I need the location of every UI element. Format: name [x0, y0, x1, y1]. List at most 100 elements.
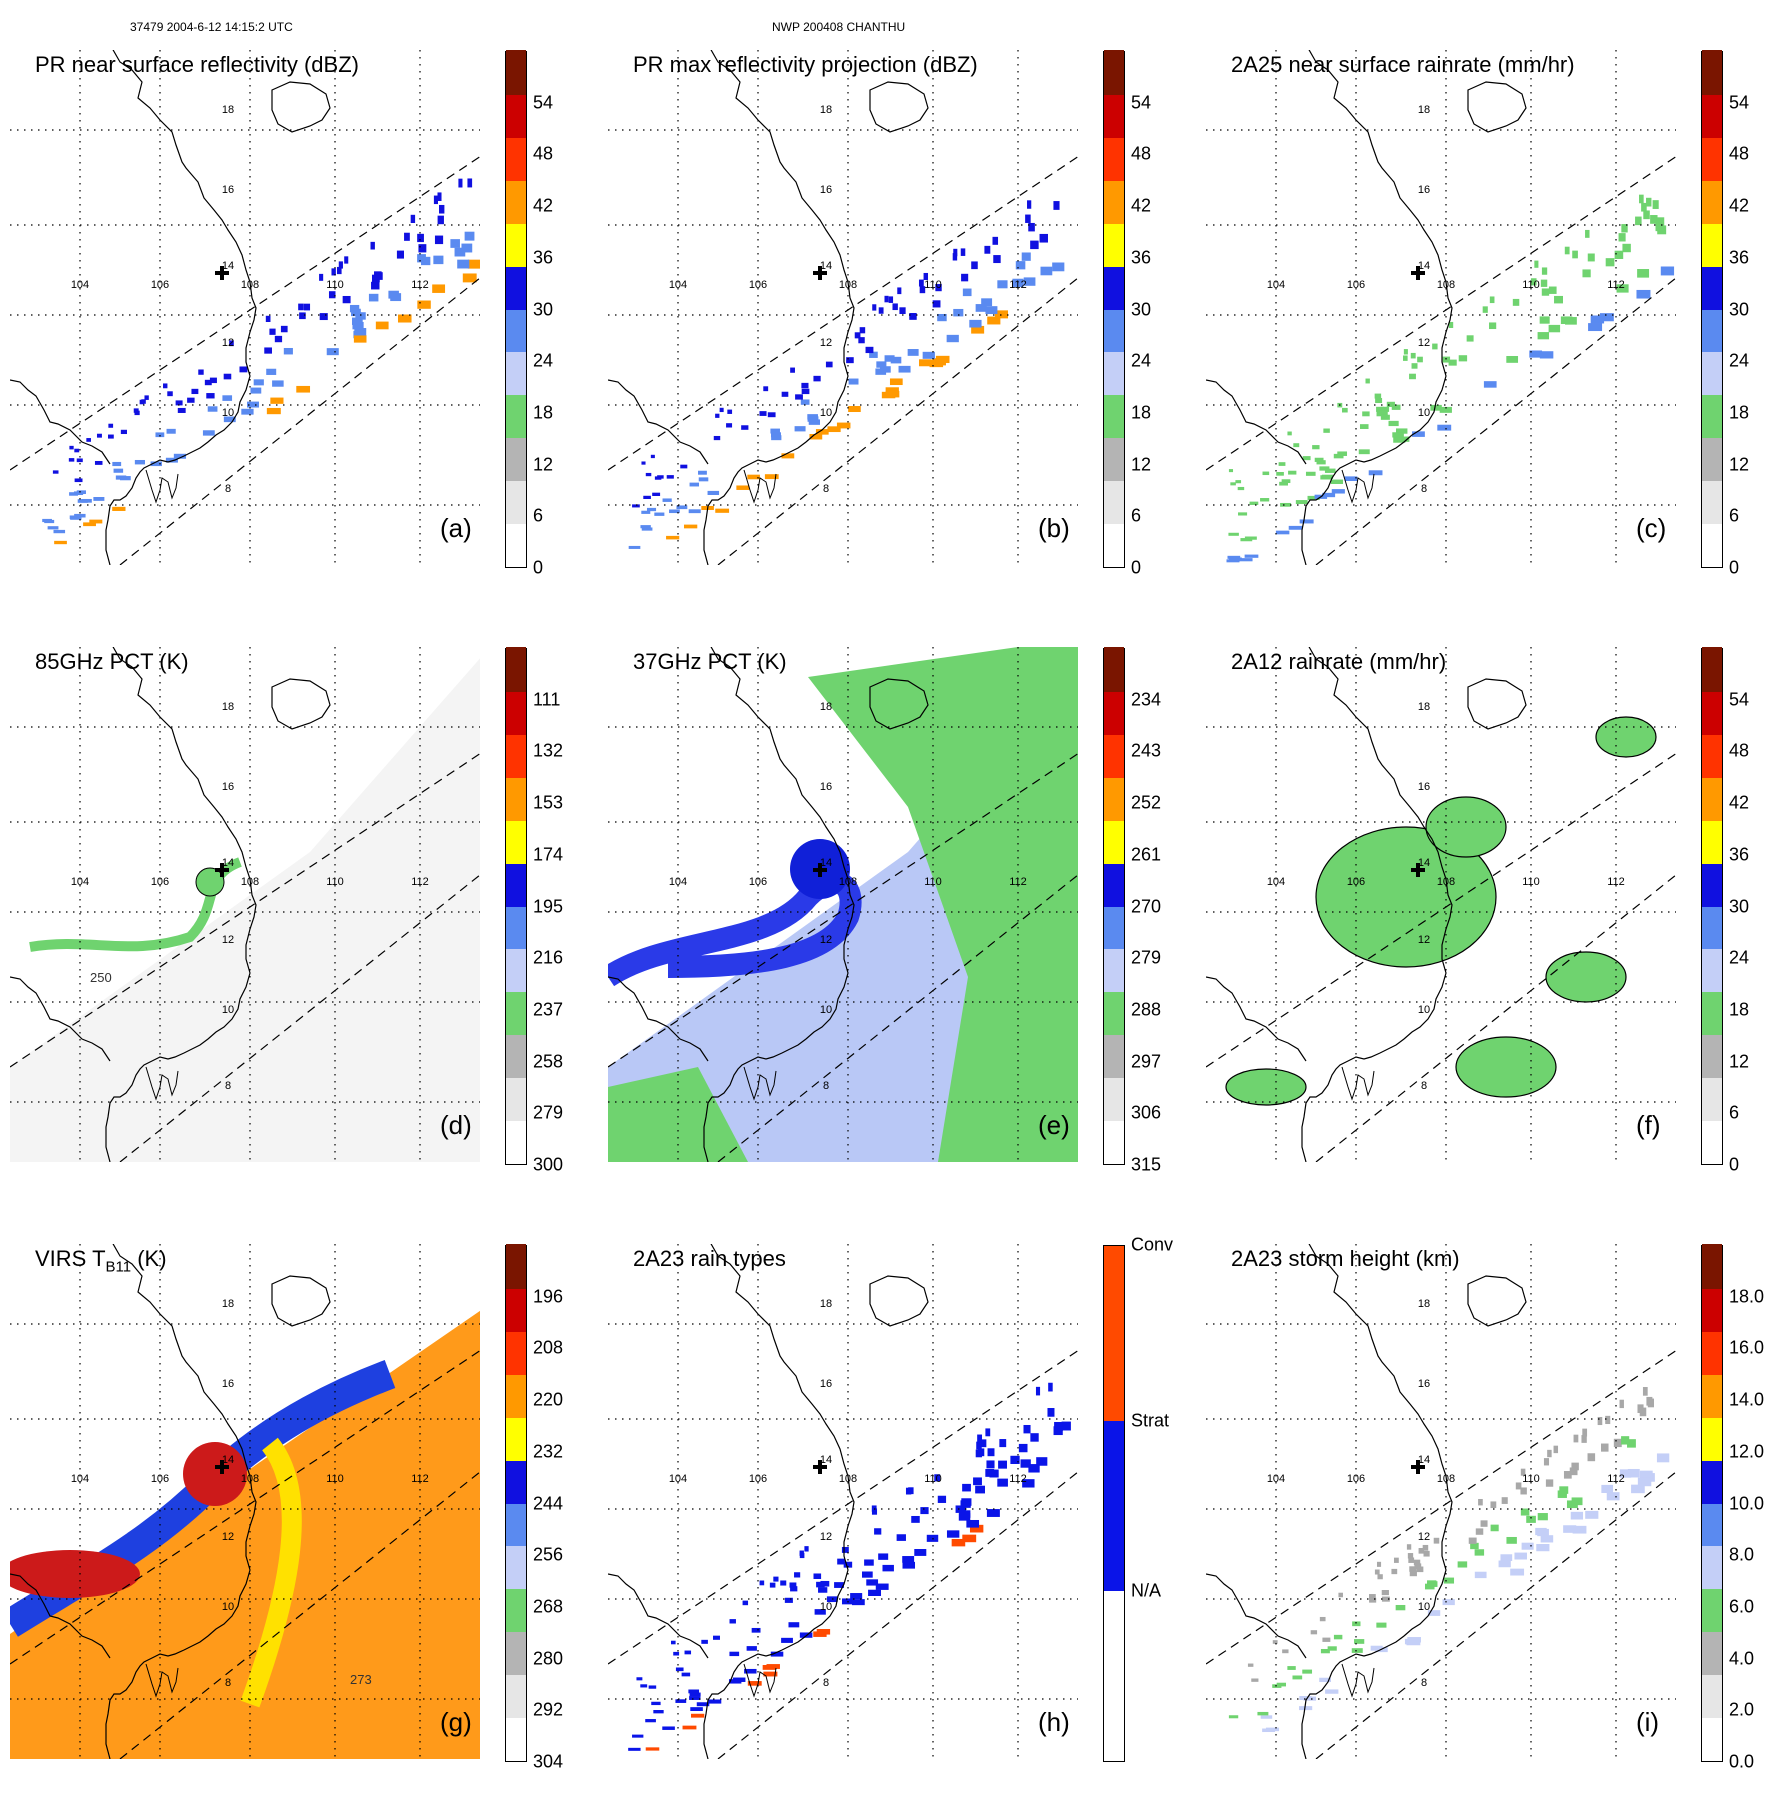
- rain-pixel: [1457, 1561, 1468, 1568]
- panel-g: 27310410610811011211418161412108VIRS TB1…: [10, 1234, 570, 1814]
- swath-edge-upper: [10, 752, 480, 1068]
- rain-pixel: [1539, 316, 1550, 324]
- coastline-gulf: [10, 976, 111, 1062]
- colorbar-segment: [506, 522, 526, 567]
- rain-pixel: [198, 369, 204, 375]
- colorbar-tick-label: 153: [533, 792, 564, 813]
- rain-pixel: [911, 1515, 920, 1523]
- panel-letter-label: (d): [440, 1110, 472, 1140]
- rain-pixel: [1272, 1684, 1282, 1688]
- rain-pixel: [851, 1599, 865, 1606]
- rain-pixel: [93, 496, 105, 501]
- colorbar-segment: [1104, 50, 1124, 95]
- rain-pixel: [83, 522, 96, 527]
- rain-pixel: [1655, 222, 1665, 232]
- rain-pixel: [919, 286, 926, 294]
- colorbar-segment: [1702, 93, 1722, 138]
- rain-pixel: [223, 416, 236, 423]
- rain-pixel: [1323, 428, 1330, 433]
- rain-pixel: [1489, 296, 1495, 304]
- colorbar-tick-label: 288: [1131, 999, 1162, 1020]
- colorbar-segment: [506, 479, 526, 525]
- rain-pixel: [108, 423, 114, 428]
- rain-pixel: [418, 244, 427, 253]
- colorbar-segment: [1104, 179, 1124, 224]
- rain-pixel: [1226, 559, 1240, 563]
- colorbar-tick-label: 8.0: [1729, 1544, 1755, 1565]
- colorbar-category-label: Strat: [1131, 1410, 1170, 1431]
- rain-pixel: [1275, 530, 1290, 535]
- rain-pixel: [836, 422, 851, 429]
- rain-pixel: [1627, 1468, 1640, 1478]
- rain-pixel: [326, 348, 339, 356]
- lon-label: 104: [1267, 279, 1285, 291]
- rain-pixel: [764, 474, 779, 480]
- colorbar-tick-label: 0: [1729, 557, 1740, 578]
- rain-pixel: [690, 1713, 705, 1718]
- storm-center-marker: [1411, 863, 1425, 877]
- rain-pixel: [1299, 519, 1314, 524]
- colorbar-segment: [506, 819, 526, 864]
- rain-pixel: [1331, 489, 1345, 494]
- colorbar-tick-label: 132: [533, 740, 564, 761]
- rain-pixel: [922, 351, 935, 359]
- rain-pixel: [338, 261, 343, 269]
- rain-pixel: [1409, 373, 1416, 380]
- lat-label: 10: [222, 1601, 234, 1613]
- rain-pixel: [1537, 1513, 1548, 1521]
- colorbar-tick-label: 18: [1729, 402, 1750, 423]
- field-d: 250: [10, 658, 480, 1162]
- rain-pixel: [155, 432, 165, 438]
- rain-pixel: [953, 248, 958, 257]
- rain-pixel: [1039, 233, 1048, 243]
- swath-edge-lower: [1315, 1471, 1676, 1759]
- colorbar-tick-label: 12: [1131, 454, 1152, 475]
- rain-pixel: [94, 460, 103, 465]
- rain-pixel: [1498, 1560, 1511, 1568]
- lon-label: 104: [669, 876, 687, 888]
- rain-pixel: [701, 1639, 708, 1644]
- rain-pixel: [1324, 468, 1336, 473]
- lon-label: 104: [669, 1473, 687, 1485]
- panel-d: 2501041061081101121141816141210885GHz PC…: [10, 637, 570, 1217]
- lon-label: 108: [241, 1473, 259, 1485]
- colorbar-segment: [506, 1630, 526, 1676]
- rain-pixel: [74, 448, 80, 453]
- colorbar-tick-label: 304: [533, 1751, 564, 1772]
- rain-pixel: [1316, 460, 1326, 465]
- rain-pixel: [746, 1646, 757, 1651]
- colorbar-tick-label: 12: [533, 454, 554, 475]
- colorbar-segment: [506, 436, 526, 482]
- mekong-delta: [145, 1066, 179, 1101]
- panel-e: 1041061081101121141816141210837GHz PCT (…: [608, 637, 1168, 1217]
- rain-pixel: [773, 1576, 779, 1582]
- rain-pixel: [770, 428, 780, 434]
- rain-pixel: [966, 1519, 980, 1528]
- rain-pixel: [1619, 1469, 1632, 1478]
- lon-label: 110: [1522, 1473, 1540, 1485]
- rain-pixel: [688, 1689, 700, 1694]
- colorbar-tick-label: 24: [1729, 350, 1750, 371]
- rain-pixel: [467, 178, 473, 188]
- rain-pixel: [1265, 1727, 1280, 1732]
- colorbar-segment: [1702, 222, 1722, 267]
- colorbar-segment: [506, 1287, 526, 1332]
- rain-pixel: [1571, 1462, 1579, 1471]
- rain-pixel: [115, 475, 127, 480]
- rain-pixel: [632, 1734, 644, 1738]
- rain-pixel: [266, 407, 281, 415]
- lat-label: 10: [1418, 1601, 1430, 1613]
- rain-pixel: [809, 433, 823, 440]
- rain-pixel: [1411, 363, 1418, 369]
- lat-label: 16: [222, 781, 234, 793]
- rain-pixel: [1521, 1542, 1534, 1550]
- coastline-vietnam: [105, 50, 257, 565]
- lon-label: 108: [1437, 279, 1455, 291]
- rain-pixel: [1614, 250, 1624, 259]
- colorbar-tick-label: 48: [1729, 143, 1750, 164]
- colorbar-segment: [1702, 1244, 1722, 1289]
- rain-pixel: [353, 335, 367, 343]
- colorbar-tick-label: 24: [533, 350, 554, 371]
- lat-label: 8: [823, 1080, 829, 1092]
- lon-label: 110: [326, 1473, 344, 1485]
